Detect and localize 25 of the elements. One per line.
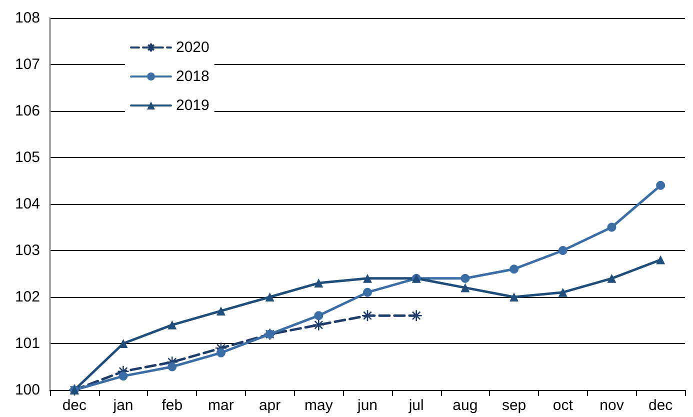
y-tick-label: 100 (14, 382, 40, 398)
y-tick-label: 108 (14, 10, 40, 26)
y-tick-label: 105 (14, 149, 40, 166)
x-tick-label: jan (112, 397, 134, 414)
x-tick-label: feb (162, 397, 183, 414)
x-tick-label: aug (452, 397, 478, 414)
y-tick-label: 102 (14, 288, 40, 306)
legend-label: 2018 (176, 68, 210, 85)
y-tick-label: 104 (14, 196, 40, 212)
x-tick-label: dec (62, 397, 88, 414)
y-tick-label: 101 (14, 335, 40, 352)
legend-label: 2019 (176, 97, 210, 114)
y-tick-label: 103 (14, 242, 40, 259)
x-tick-label: mar (208, 397, 234, 414)
x-tick-label: nov (600, 397, 624, 414)
y-tick-label: 107 (14, 56, 40, 73)
x-tick-label: jun (356, 397, 378, 414)
x-tick-label: sep (502, 397, 526, 414)
x-tick-label: may (304, 397, 334, 414)
x-tick-label: apr (258, 397, 281, 414)
legend-label: 2020 (176, 39, 210, 56)
x-tick-label: dec (648, 397, 674, 414)
y-tick-label: 106 (14, 102, 40, 120)
x-tick-label: jul (408, 397, 424, 414)
x-tick-label: oct (552, 397, 574, 414)
